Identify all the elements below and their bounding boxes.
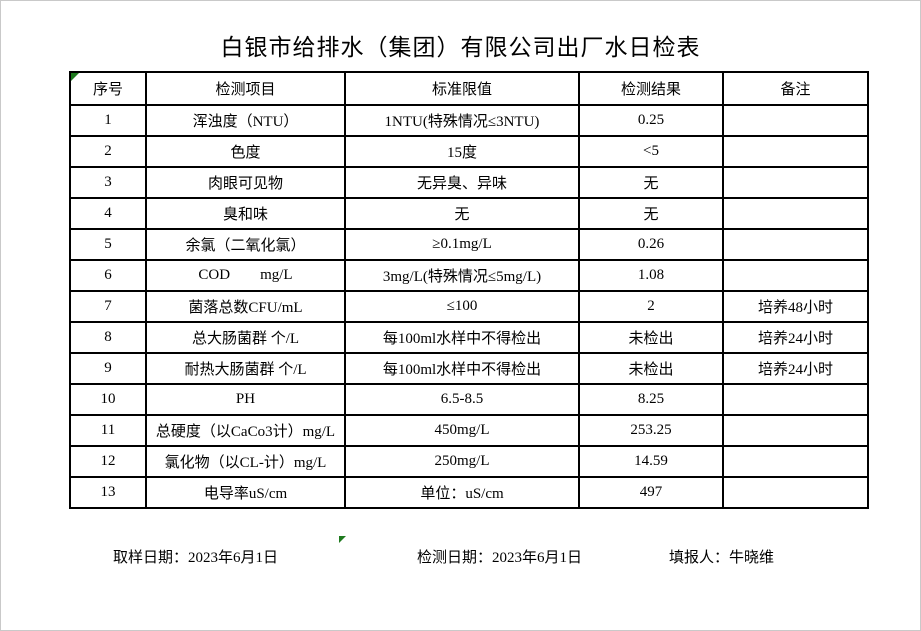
note-cell	[722, 135, 869, 168]
row-number-cell: 9	[69, 352, 147, 385]
item-cell: 电导率uS/cm	[145, 476, 346, 509]
item-cell: 总大肠菌群 个/L	[145, 321, 346, 354]
limit-cell: 450mg/L	[344, 414, 580, 447]
limit-cell: 每100ml水样中不得检出	[344, 352, 580, 385]
column-header-note: 备注	[722, 71, 869, 106]
note-cell	[722, 445, 869, 478]
note-cell	[722, 259, 869, 292]
item-cell: 浑浊度（NTU）	[145, 104, 346, 137]
limit-cell: 单位：uS/cm	[344, 476, 580, 509]
table-row: 11 总硬度（以CaCo3计）mg/L 450mg/L 253.25	[69, 414, 869, 447]
limit-cell: 3mg/L(特殊情况≤5mg/L)	[344, 259, 580, 292]
item-cell: PH	[145, 383, 346, 416]
result-cell: 0.25	[578, 104, 724, 137]
note-cell: 培养24小时	[722, 321, 869, 354]
table-row: 1 浑浊度（NTU） 1NTU(特殊情况≤3NTU) 0.25	[69, 104, 869, 137]
result-cell: 无	[578, 166, 724, 199]
result-cell: 497	[578, 476, 724, 509]
note-cell: 培养48小时	[722, 290, 869, 323]
result-cell: 14.59	[578, 445, 724, 478]
item-cell: 余氯（二氧化氯）	[145, 228, 346, 261]
row-number-cell: 4	[69, 197, 147, 230]
item-cell: 总硬度（以CaCo3计）mg/L	[145, 414, 346, 447]
limit-cell: 无	[344, 197, 580, 230]
table-row: 2 色度 15度 <5	[69, 135, 869, 168]
note-cell	[722, 383, 869, 416]
row-number-cell: 6	[69, 259, 147, 292]
column-header-result: 检测结果	[578, 71, 724, 106]
page-title: 白银市给排水（集团）有限公司出厂水日检表	[220, 35, 701, 60]
result-cell: 1.08	[578, 259, 724, 292]
result-cell: 2	[578, 290, 724, 323]
table-row: 7 菌落总数CFU/mL ≤100 2 培养48小时	[69, 290, 869, 323]
note-cell: 培养24小时	[722, 352, 869, 385]
reporter-label: 填报人：牛晓维	[669, 550, 775, 566]
result-cell: 0.26	[578, 228, 724, 261]
row-number-cell: 5	[69, 228, 147, 261]
row-number-cell: 13	[69, 476, 147, 509]
test-date-label: 检测日期：2023年6月1日	[417, 550, 583, 566]
table-row: 3 肉眼可见物 无异臭、异味无	[69, 166, 869, 199]
footer: 取样日期：2023年6月1日 检测日期：2023年6月1日 填报人：牛晓维	[1, 546, 920, 568]
table-row: 12 氯化物（以CL-计）mg/L 250mg/L 14.59	[69, 445, 869, 478]
row-number-cell: 11	[69, 414, 147, 447]
item-cell: 肉眼可见物	[145, 166, 346, 199]
item-cell: 菌落总数CFU/mL	[145, 290, 346, 323]
table-row: 6 COD mg/L 3mg/L(特殊情况≤5mg/L) 1.08	[69, 259, 869, 292]
table-row: 8 总大肠菌群 个/L 每100ml水样中不得检出 未检出 培养24小时	[69, 321, 869, 354]
note-cell	[722, 476, 869, 509]
item-cell: 氯化物（以CL-计）mg/L	[145, 445, 346, 478]
limit-cell: ≥0.1mg/L	[344, 228, 580, 261]
row-number-cell: 1	[69, 104, 147, 137]
table-row: 5 余氯（二氧化氯） ≥0.1mg/L 0.26	[69, 228, 869, 261]
column-header-item: 检测项目	[145, 71, 346, 106]
sample-date-label: 取样日期：2023年6月1日	[113, 550, 279, 566]
note-cell	[722, 166, 869, 199]
row-number-cell: 12	[69, 445, 147, 478]
limit-cell: ≤100	[344, 290, 580, 323]
table-header-row: 序号 检测项目 标准限值 检测结果 备注	[69, 71, 869, 106]
excel-corner-marker-icon	[339, 536, 346, 543]
column-header-no: 序号	[69, 71, 147, 106]
row-number-cell: 3	[69, 166, 147, 199]
item-cell: 耐热大肠菌群 个/L	[145, 352, 346, 385]
row-number-cell: 8	[69, 321, 147, 354]
note-cell	[722, 414, 869, 447]
table-body: 1 浑浊度（NTU） 1NTU(特殊情况≤3NTU) 0.25 2 色度 15度 <5 3 肉眼可…	[69, 104, 869, 509]
limit-cell: 每100ml水样中不得检出	[344, 321, 580, 354]
column-header-limit: 标准限值	[344, 71, 580, 106]
result-cell: 253.25	[578, 414, 724, 447]
result-cell: 未检出	[578, 352, 724, 385]
limit-cell: 6.5-8.5	[344, 383, 580, 416]
limit-cell: 1NTU(特殊情况≤3NTU)	[344, 104, 580, 137]
inspection-table: 序号 检测项目 标准限值 检测结果 备注 1 浑浊度（NTU） 1NTU(特殊情况≤…	[69, 71, 869, 509]
table-row: 4 臭和味无无	[69, 197, 869, 230]
limit-cell: 250mg/L	[344, 445, 580, 478]
table-row: 10 PH 6.5-8.5 8.25	[69, 383, 869, 416]
note-cell	[722, 104, 869, 137]
item-cell: 色度	[145, 135, 346, 168]
row-number-cell: 7	[69, 290, 147, 323]
item-cell: 臭和味	[145, 197, 346, 230]
note-cell	[722, 197, 869, 230]
result-cell: 无	[578, 197, 724, 230]
note-cell	[722, 228, 869, 261]
item-cell: COD mg/L	[145, 259, 346, 292]
table-row: 13 电导率uS/cm 单位：uS/cm 497	[69, 476, 869, 509]
table-row: 9 耐热大肠菌群 个/L 每100ml水样中不得检出 未检出 培养24小时	[69, 352, 869, 385]
limit-cell: 无异臭、异味	[344, 166, 580, 199]
row-number-cell: 10	[69, 383, 147, 416]
result-cell: 8.25	[578, 383, 724, 416]
row-number-cell: 2	[69, 135, 147, 168]
result-cell: <5	[578, 135, 724, 168]
limit-cell: 15度	[344, 135, 580, 168]
result-cell: 未检出	[578, 321, 724, 354]
